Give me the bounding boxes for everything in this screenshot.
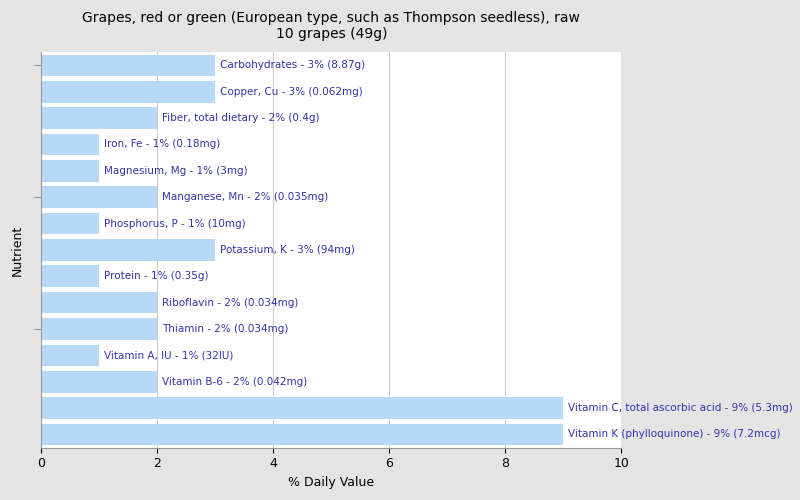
Y-axis label: Nutrient: Nutrient	[11, 224, 24, 276]
Bar	[42, 344, 99, 366]
Text: Manganese, Mn - 2% (0.035mg): Manganese, Mn - 2% (0.035mg)	[162, 192, 328, 202]
Text: Potassium, K - 3% (94mg): Potassium, K - 3% (94mg)	[220, 245, 355, 255]
Bar	[42, 186, 158, 208]
Text: Protein - 1% (0.35g): Protein - 1% (0.35g)	[104, 272, 209, 281]
Bar	[42, 239, 215, 260]
Bar	[42, 108, 158, 129]
Text: Magnesium, Mg - 1% (3mg): Magnesium, Mg - 1% (3mg)	[104, 166, 248, 176]
X-axis label: % Daily Value: % Daily Value	[288, 476, 374, 489]
Bar	[42, 134, 99, 156]
Text: Copper, Cu - 3% (0.062mg): Copper, Cu - 3% (0.062mg)	[220, 86, 362, 97]
Text: Carbohydrates - 3% (8.87g): Carbohydrates - 3% (8.87g)	[220, 60, 365, 70]
Text: Vitamin C, total ascorbic acid - 9% (5.3mg): Vitamin C, total ascorbic acid - 9% (5.3…	[568, 403, 793, 413]
Bar	[42, 424, 563, 445]
Text: Vitamin B-6 - 2% (0.042mg): Vitamin B-6 - 2% (0.042mg)	[162, 376, 307, 386]
Bar	[42, 81, 215, 102]
Bar	[42, 292, 158, 314]
Text: Vitamin A, IU - 1% (32IU): Vitamin A, IU - 1% (32IU)	[104, 350, 234, 360]
Bar	[42, 318, 158, 340]
Text: Thiamin - 2% (0.034mg): Thiamin - 2% (0.034mg)	[162, 324, 289, 334]
Bar	[42, 371, 158, 392]
Text: Phosphorus, P - 1% (10mg): Phosphorus, P - 1% (10mg)	[104, 218, 246, 228]
Bar	[42, 160, 99, 182]
Bar	[42, 266, 99, 287]
Bar	[42, 54, 215, 76]
Title: Grapes, red or green (European type, such as Thompson seedless), raw
10 grapes (: Grapes, red or green (European type, suc…	[82, 11, 580, 42]
Text: Fiber, total dietary - 2% (0.4g): Fiber, total dietary - 2% (0.4g)	[162, 113, 319, 123]
Text: Vitamin K (phylloquinone) - 9% (7.2mcg): Vitamin K (phylloquinone) - 9% (7.2mcg)	[568, 430, 780, 440]
Text: Riboflavin - 2% (0.034mg): Riboflavin - 2% (0.034mg)	[162, 298, 298, 308]
Bar	[42, 212, 99, 234]
Text: Iron, Fe - 1% (0.18mg): Iron, Fe - 1% (0.18mg)	[104, 140, 220, 149]
Bar	[42, 398, 563, 419]
